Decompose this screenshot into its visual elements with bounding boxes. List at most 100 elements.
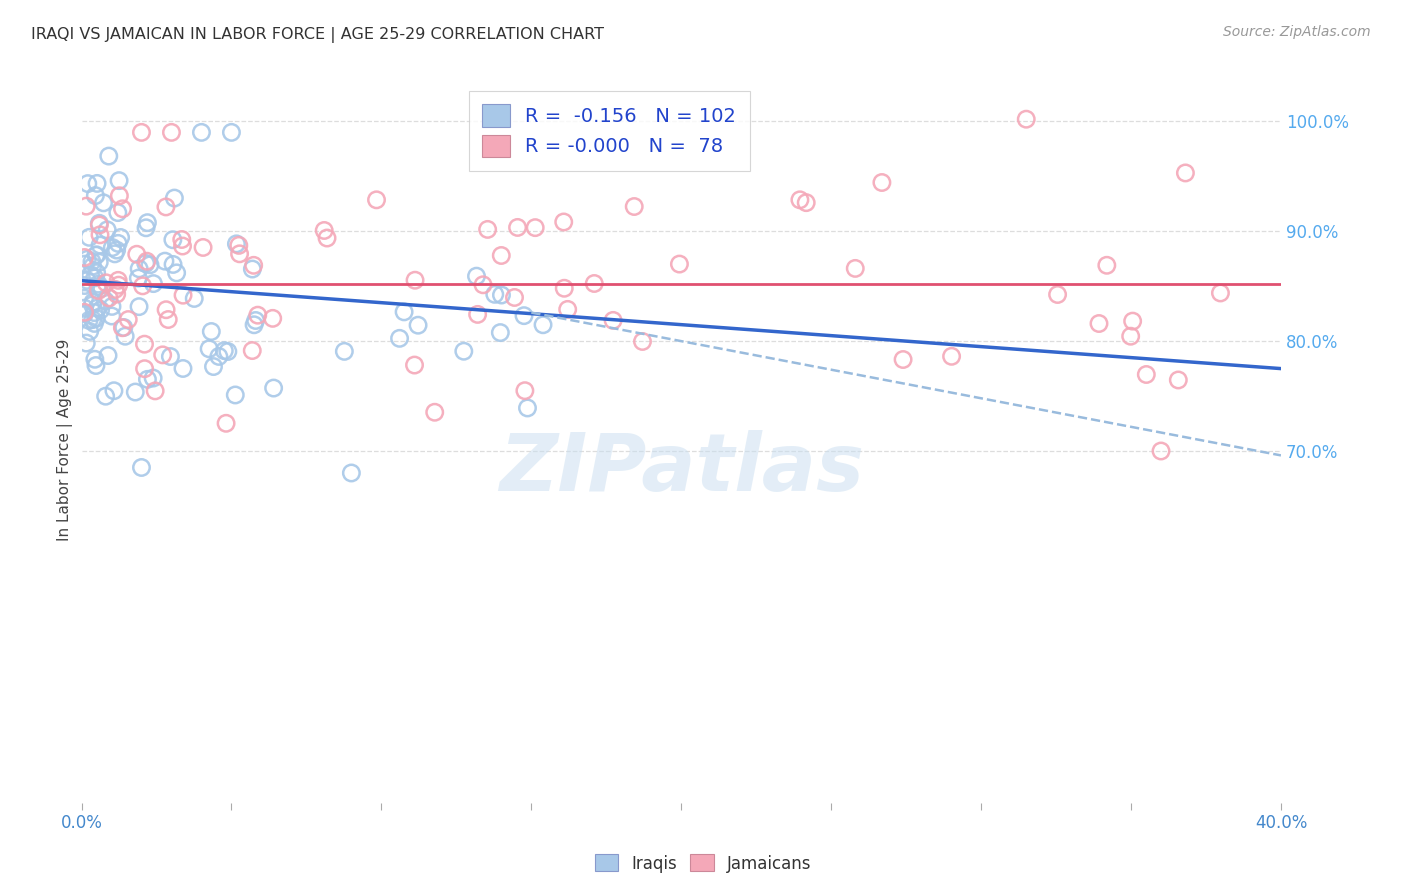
Point [844, 261, 866, 276]
Point [516, 401, 538, 415]
Point [166, 266, 188, 280]
Point [73, 278, 96, 293]
Point [1122, 314, 1144, 328]
Point [86, 301, 108, 315]
Point [135, 254, 157, 268]
Point [84, 188, 107, 202]
Point [503, 290, 526, 304]
Point [491, 248, 513, 262]
Point [77, 313, 100, 327]
Point [190, 125, 212, 139]
Point [75, 336, 97, 351]
Point [76, 252, 98, 267]
Point [94, 293, 117, 308]
Point [208, 350, 231, 364]
Point [183, 292, 205, 306]
Point [191, 240, 214, 254]
Point [1015, 112, 1038, 127]
Legend: Iraqis, Jamaicans: Iraqis, Jamaicans [588, 847, 818, 880]
Point [392, 305, 415, 319]
Point [623, 200, 645, 214]
Point [506, 220, 529, 235]
Point [82, 312, 104, 326]
Point [891, 352, 914, 367]
Point [89, 227, 111, 242]
Point [90, 281, 112, 295]
Point [524, 220, 547, 235]
Point [465, 269, 488, 284]
Point [513, 384, 536, 398]
Point [89, 238, 111, 252]
Point [557, 302, 579, 317]
Point [84, 311, 107, 326]
Point [73, 301, 96, 315]
Point [553, 215, 575, 229]
Point [142, 277, 165, 291]
Point [1046, 287, 1069, 301]
Point [86, 248, 108, 262]
Point [162, 257, 184, 271]
Point [73, 307, 96, 321]
Point [136, 216, 159, 230]
Point [794, 195, 817, 210]
Text: IRAQI VS JAMAICAN IN LABOR FORCE | AGE 25-29 CORRELATION CHART: IRAQI VS JAMAICAN IN LABOR FORCE | AGE 2… [31, 27, 605, 43]
Point [172, 361, 194, 376]
Point [83, 317, 105, 331]
Point [110, 230, 132, 244]
Point [553, 281, 575, 295]
Point [467, 307, 489, 321]
Point [94, 276, 117, 290]
Point [79, 268, 101, 282]
Point [1150, 444, 1173, 458]
Point [1119, 329, 1142, 343]
Point [75, 199, 97, 213]
Point [531, 318, 554, 332]
Point [406, 318, 429, 333]
Point [202, 359, 225, 374]
Point [82, 295, 104, 310]
Point [107, 278, 129, 293]
Point [214, 343, 236, 358]
Point [941, 349, 963, 363]
Point [136, 372, 159, 386]
Legend: R =  -0.156   N = 102, R = -0.000   N =  78: R = -0.156 N = 102, R = -0.000 N = 78 [468, 91, 749, 170]
Point [153, 254, 176, 268]
Point [135, 220, 157, 235]
Point [87, 277, 110, 292]
Point [73, 257, 96, 271]
Point [172, 239, 194, 253]
Point [366, 193, 388, 207]
Point [112, 320, 135, 334]
Point [221, 125, 243, 139]
Point [131, 125, 153, 139]
Point [134, 337, 156, 351]
Point [340, 466, 363, 480]
Point [84, 359, 107, 373]
Point [89, 216, 111, 230]
Point [1095, 258, 1118, 272]
Point [668, 257, 690, 271]
Point [245, 313, 267, 327]
Point [94, 389, 117, 403]
Point [101, 241, 124, 255]
Point [76, 273, 98, 287]
Point [73, 291, 96, 305]
Point [200, 325, 222, 339]
Point [170, 232, 193, 246]
Point [101, 300, 124, 314]
Point [142, 371, 165, 385]
Point [82, 260, 104, 274]
Point [1174, 166, 1197, 180]
Point [82, 298, 104, 312]
Point [162, 233, 184, 247]
Text: Source: ZipAtlas.com: Source: ZipAtlas.com [1223, 25, 1371, 39]
Point [108, 188, 131, 202]
Point [105, 243, 128, 257]
Point [96, 223, 118, 237]
Point [83, 270, 105, 285]
Point [135, 256, 157, 270]
Point [602, 313, 624, 327]
Point [789, 193, 811, 207]
Point [108, 173, 131, 187]
Point [104, 247, 127, 261]
